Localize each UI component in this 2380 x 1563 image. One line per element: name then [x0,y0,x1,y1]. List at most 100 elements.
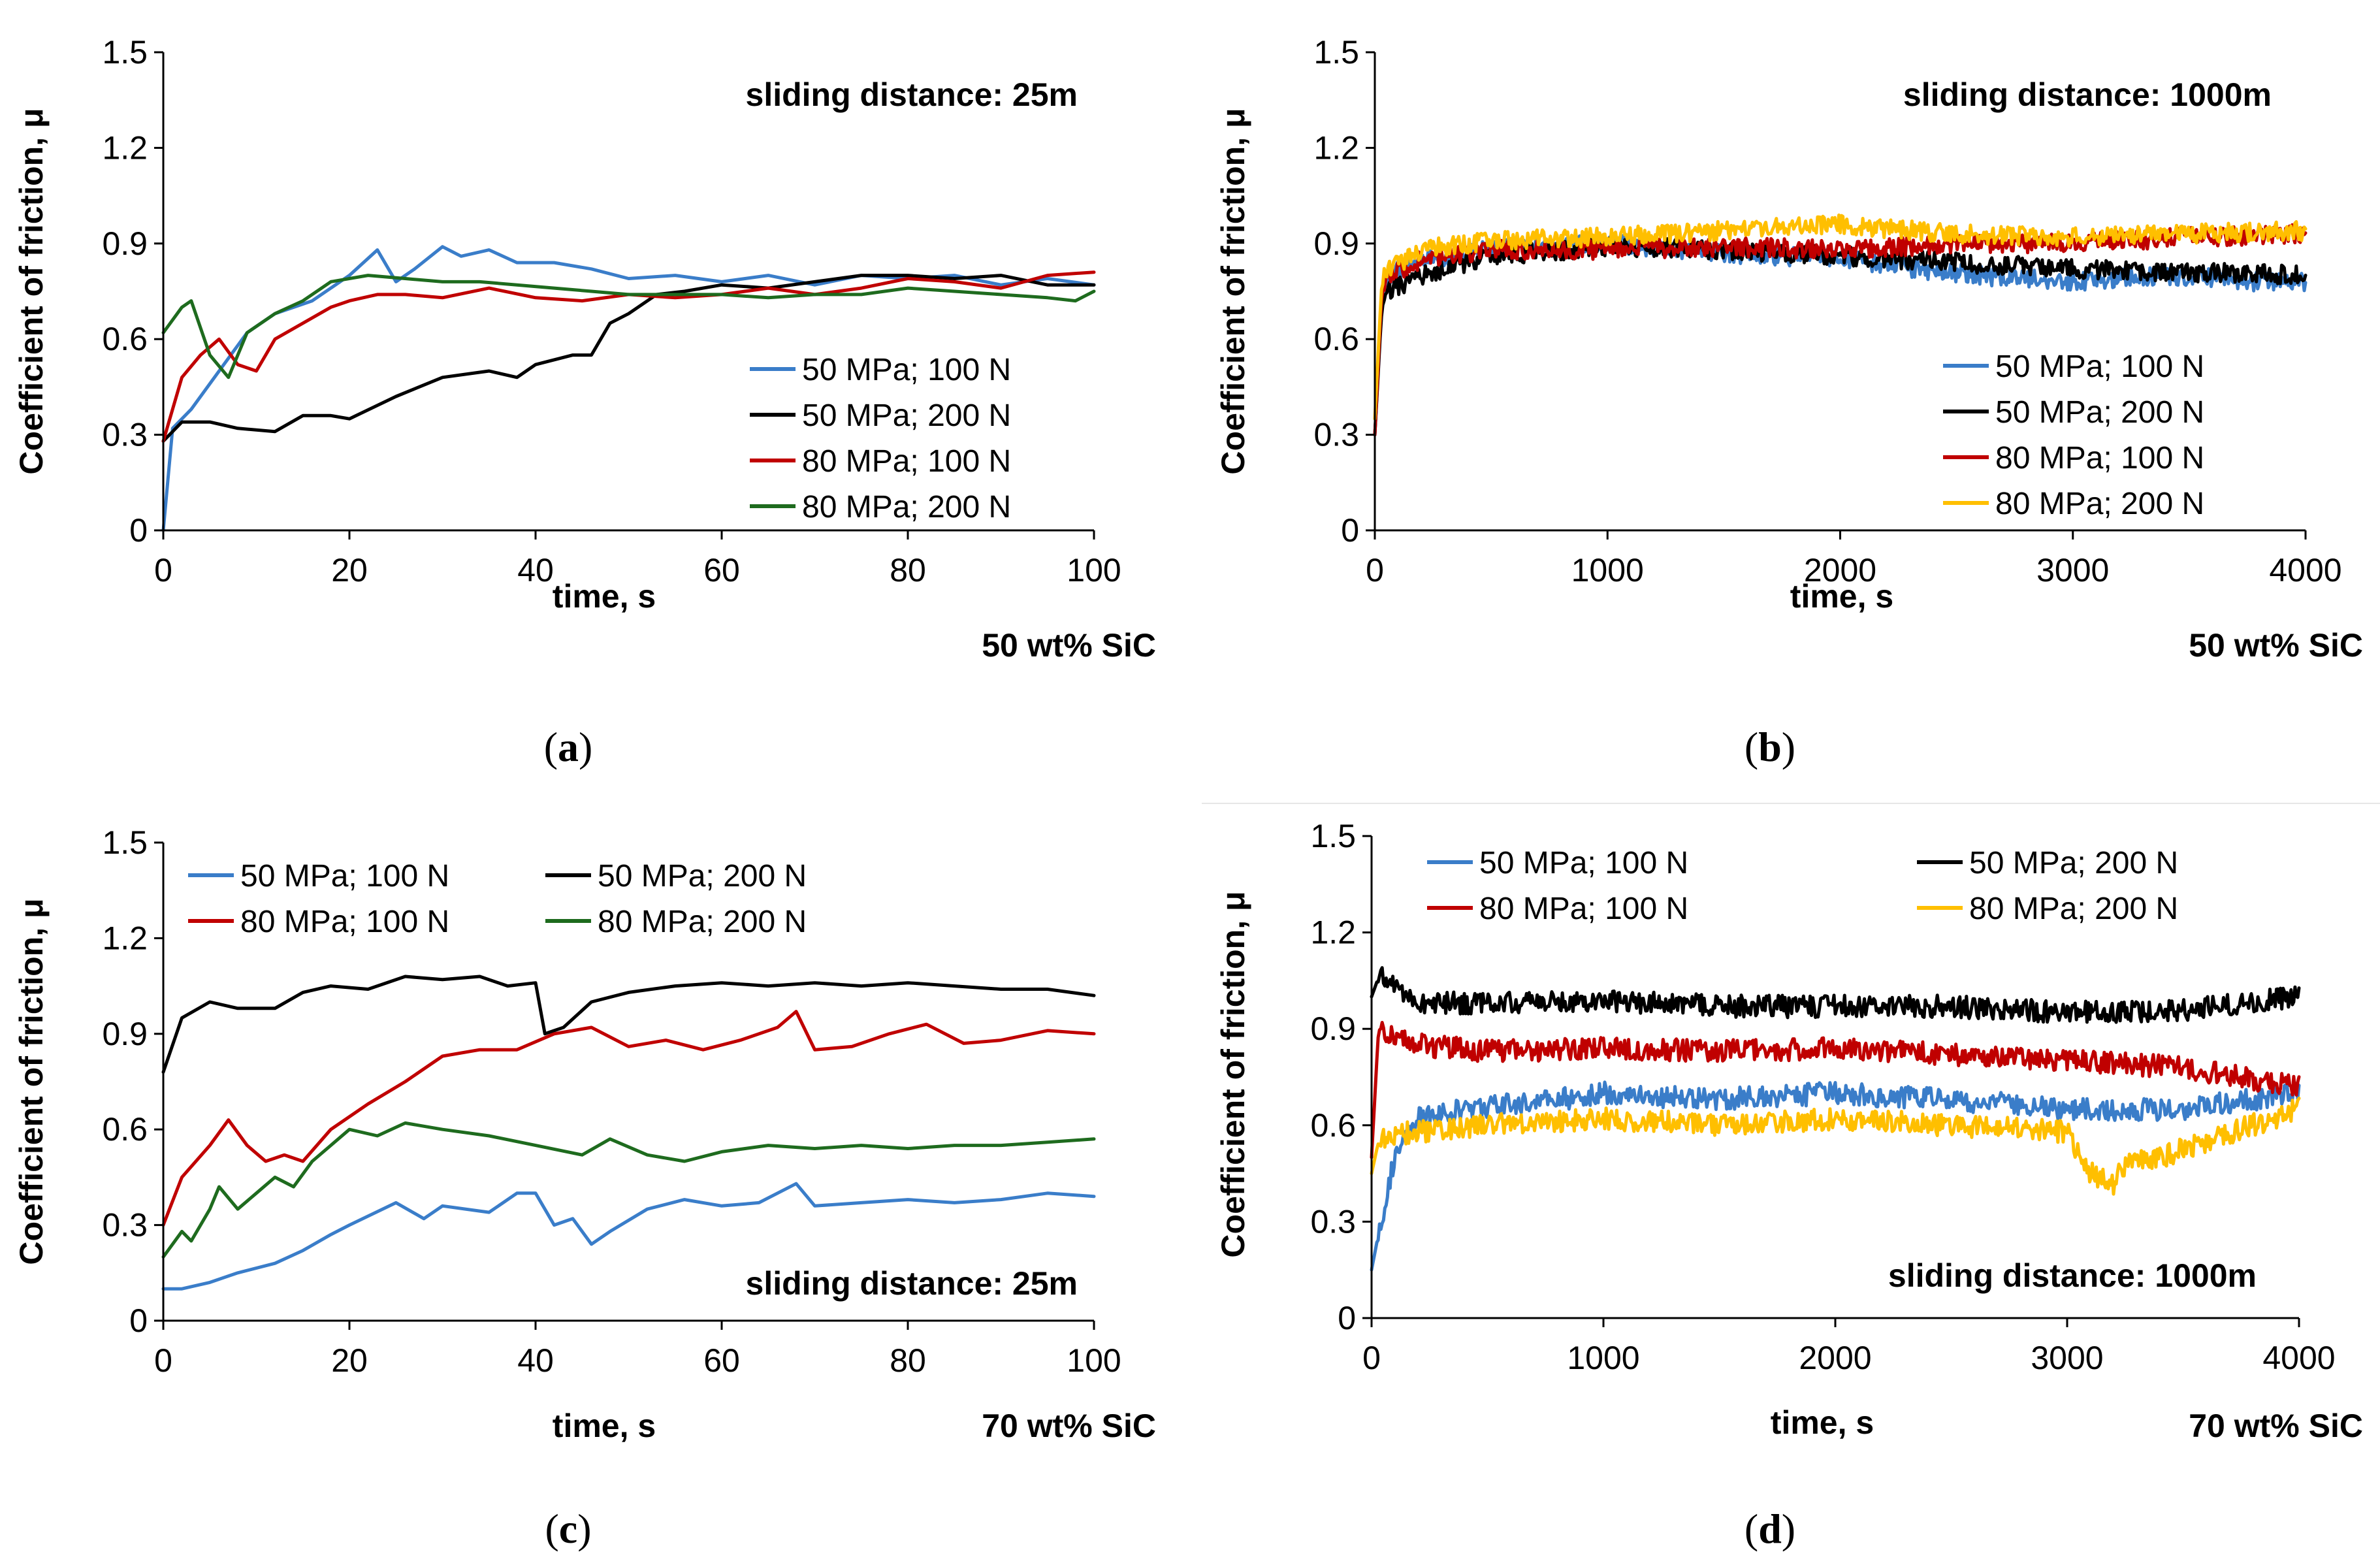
y-tick-label: 0 [129,1302,148,1339]
x-tick-label: 2000 [1804,552,1876,588]
x-tick-label: 0 [154,1342,172,1379]
series-line [161,274,1096,379]
x-tick-label: 40 [517,552,554,588]
panel-label: (c) [545,1506,591,1552]
legend-item: 50 MPa; 200 N [1917,846,2178,880]
y-tick-label: 0.3 [102,417,148,453]
legend-label: 50 MPa; 100 N [1479,846,1688,880]
panel-label: (d) [1745,1506,1795,1552]
x-tick-label: 2000 [1799,1340,1871,1376]
legend-item: 80 MPa; 100 N [750,444,1011,479]
panel-b: 0 0.3 0.6 0.9 1.2 1.5 0 1000 2000 3000 4000 Coeffi… [1215,34,2363,770]
x-tick-label: 40 [517,1342,554,1379]
x-tick-label: 3000 [2036,552,2109,588]
legend-label: 80 MPa; 200 N [598,905,807,939]
y-tick-label: 1.2 [1310,914,1356,951]
legend-label: 80 MPa; 100 N [240,905,449,939]
y-tick-label: 0 [1341,512,1359,549]
legend-item: 50 MPa; 100 N [188,859,449,894]
series-line [1370,1080,2301,1272]
sliding-distance-annotation: sliding distance: 1000m [1888,1257,2257,1294]
series-line [161,270,1096,443]
legend-item: 50 MPa; 200 N [750,398,1011,433]
y-tick-label: 0.3 [1313,417,1359,453]
x-tick-label: 60 [703,1342,740,1379]
legend-item: 80 MPa; 100 N [1943,441,2204,475]
series-line [1370,1097,2301,1196]
series-line [161,975,1096,1074]
material-label: 70 wt% SiC [982,1408,1156,1444]
legend-item: 50 MPa; 100 N [750,353,1011,387]
y-tick-label: 0.6 [1310,1107,1356,1144]
panel-label: (b) [1745,724,1795,770]
y-tick-label: 0.3 [1310,1203,1356,1240]
legend-label: 50 MPa; 200 N [598,859,807,894]
y-tick-label: 0 [1338,1300,1356,1336]
y-tick-label: 1.5 [1313,34,1359,71]
series-line [161,245,1096,532]
legend-label: 50 MPa; 100 N [802,353,1011,387]
legend-label: 80 MPa; 100 N [1479,892,1688,926]
x-tick-label: 0 [154,552,172,588]
y-tick-label: 0.9 [102,1016,148,1052]
series-line [161,1121,1096,1259]
legend-label: 80 MPa; 100 N [802,444,1011,479]
series-line [1373,213,2308,421]
y-axis-title: Coefficient of friction, μ [1215,108,1251,474]
legend-item: 50 MPa; 200 N [545,859,807,894]
y-tick-label: 0.6 [1313,321,1359,357]
legend-label: 50 MPa; 100 N [1995,349,2204,384]
x-tick-label: 80 [890,1342,926,1379]
x-tick-label: 3000 [2031,1340,2103,1376]
material-label: 50 wt% SiC [982,627,1156,664]
series-line [161,274,1096,443]
legend-label: 50 MPa; 200 N [802,398,1011,433]
legend-label: 80 MPa; 200 N [1995,487,2204,521]
legend-item: 80 MPa; 200 N [545,905,807,939]
legend-item: 80 MPa; 100 N [188,905,449,939]
x-tick-label: 60 [703,552,740,588]
x-tick-label: 1000 [1567,1340,1639,1376]
y-axis-title: Coefficient of friction, μ [1215,891,1251,1257]
legend-item: 80 MPa; 200 N [1917,892,2178,926]
y-tick-label: 0.6 [102,321,148,357]
x-tick-label: 0 [1362,1340,1381,1376]
legend-label: 50 MPa; 200 N [1995,395,2204,430]
sliding-distance-annotation: sliding distance: 1000m [1903,76,2272,113]
legend-item: 50 MPa; 200 N [1943,395,2204,430]
legend-item: 80 MPa; 200 N [1943,487,2204,521]
x-tick-label: 1000 [1571,552,1644,588]
material-label: 50 wt% SiC [2189,627,2363,664]
y-axis-title: Coefficient of friction, μ [13,108,50,474]
panel-c: 0 0.3 0.6 0.9 1.2 1.5 0 20 40 60 80 100 Coefficient… [13,824,1156,1552]
x-tick-label: 4000 [2269,552,2341,588]
y-tick-label: 0.9 [1310,1010,1356,1047]
series-line [161,1182,1096,1291]
x-tick-label: 80 [890,552,926,588]
legend-item: 80 MPa; 100 N [1427,892,1688,926]
y-tick-label: 1.5 [102,34,148,71]
x-tick-label: 20 [331,1342,368,1379]
sliding-distance-annotation: sliding distance: 25m [746,1265,1078,1302]
y-axis-title: Coefficient of friction, μ [13,898,50,1265]
legend-item: 80 MPa; 200 N [750,490,1011,524]
panel-d: 0 0.3 0.6 0.9 1.2 1.5 0 1000 2000 3000 4000 Coeffi… [1215,818,2363,1552]
y-tick-label: 1.2 [1313,129,1359,166]
legend-label: 80 MPa; 200 N [802,490,1011,524]
legend-label: 80 MPa; 200 N [1969,892,2178,926]
y-tick-label: 0.9 [102,225,148,262]
y-tick-label: 1.2 [102,920,148,956]
series-line [1370,1021,2301,1159]
material-label: 70 wt% SiC [2189,1408,2363,1444]
x-axis-title: time, s [1771,1404,1874,1441]
y-tick-label: 0.9 [1313,225,1359,262]
x-tick-label: 100 [1067,1342,1121,1379]
x-tick-label: 4000 [2262,1340,2335,1376]
y-tick-label: 1.2 [102,129,148,166]
x-tick-label: 100 [1067,552,1121,588]
y-tick-label: 1.5 [102,824,148,861]
sliding-distance-annotation: sliding distance: 25m [746,76,1078,113]
y-tick-label: 1.5 [1310,818,1356,854]
legend-item: 50 MPa; 100 N [1427,846,1688,880]
